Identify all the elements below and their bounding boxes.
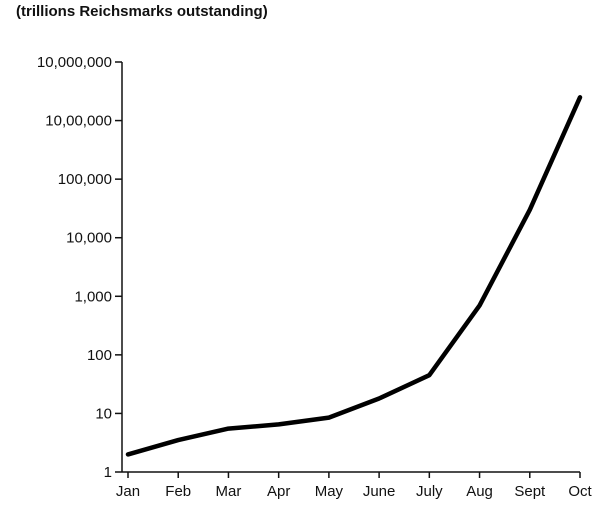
y-tick-label: 10,00,000: [45, 113, 112, 130]
y-tick-label: 10: [95, 405, 112, 422]
x-tick-label: Aug: [466, 483, 493, 500]
x-tick-label: May: [315, 483, 344, 500]
y-tick-label: 1,000: [74, 288, 112, 305]
x-axis-ticks: Jan Feb Mar Apr May June July Aug Sept Oct: [116, 472, 592, 500]
series-group: [125, 95, 583, 457]
x-tick-label: Sept: [514, 483, 546, 500]
y-tick-label: 1: [104, 464, 112, 481]
x-tick-label: Oct: [568, 483, 592, 500]
y-tick-label: 100,000: [58, 171, 112, 188]
x-tick-label: Apr: [267, 483, 290, 500]
y-tick-label: 100: [87, 347, 112, 364]
x-tick-label: Jan: [116, 483, 140, 500]
x-tick-label: July: [416, 483, 443, 500]
y-tick-label: 10,000,000: [37, 54, 112, 71]
x-tick-label: Feb: [165, 483, 191, 500]
unit-label: (trillions Reichsmarks outstanding): [16, 3, 268, 20]
x-tick-label: Mar: [216, 483, 242, 500]
axes: [121, 62, 580, 473]
x-tick-label: June: [363, 483, 396, 500]
y-axis-ticks: 1 10 100 1,000 10,000 100,000 10,00,000 10,000,…: [37, 54, 122, 481]
series-line-0: [125, 95, 583, 457]
y-tick-label: 10,000: [66, 230, 112, 247]
